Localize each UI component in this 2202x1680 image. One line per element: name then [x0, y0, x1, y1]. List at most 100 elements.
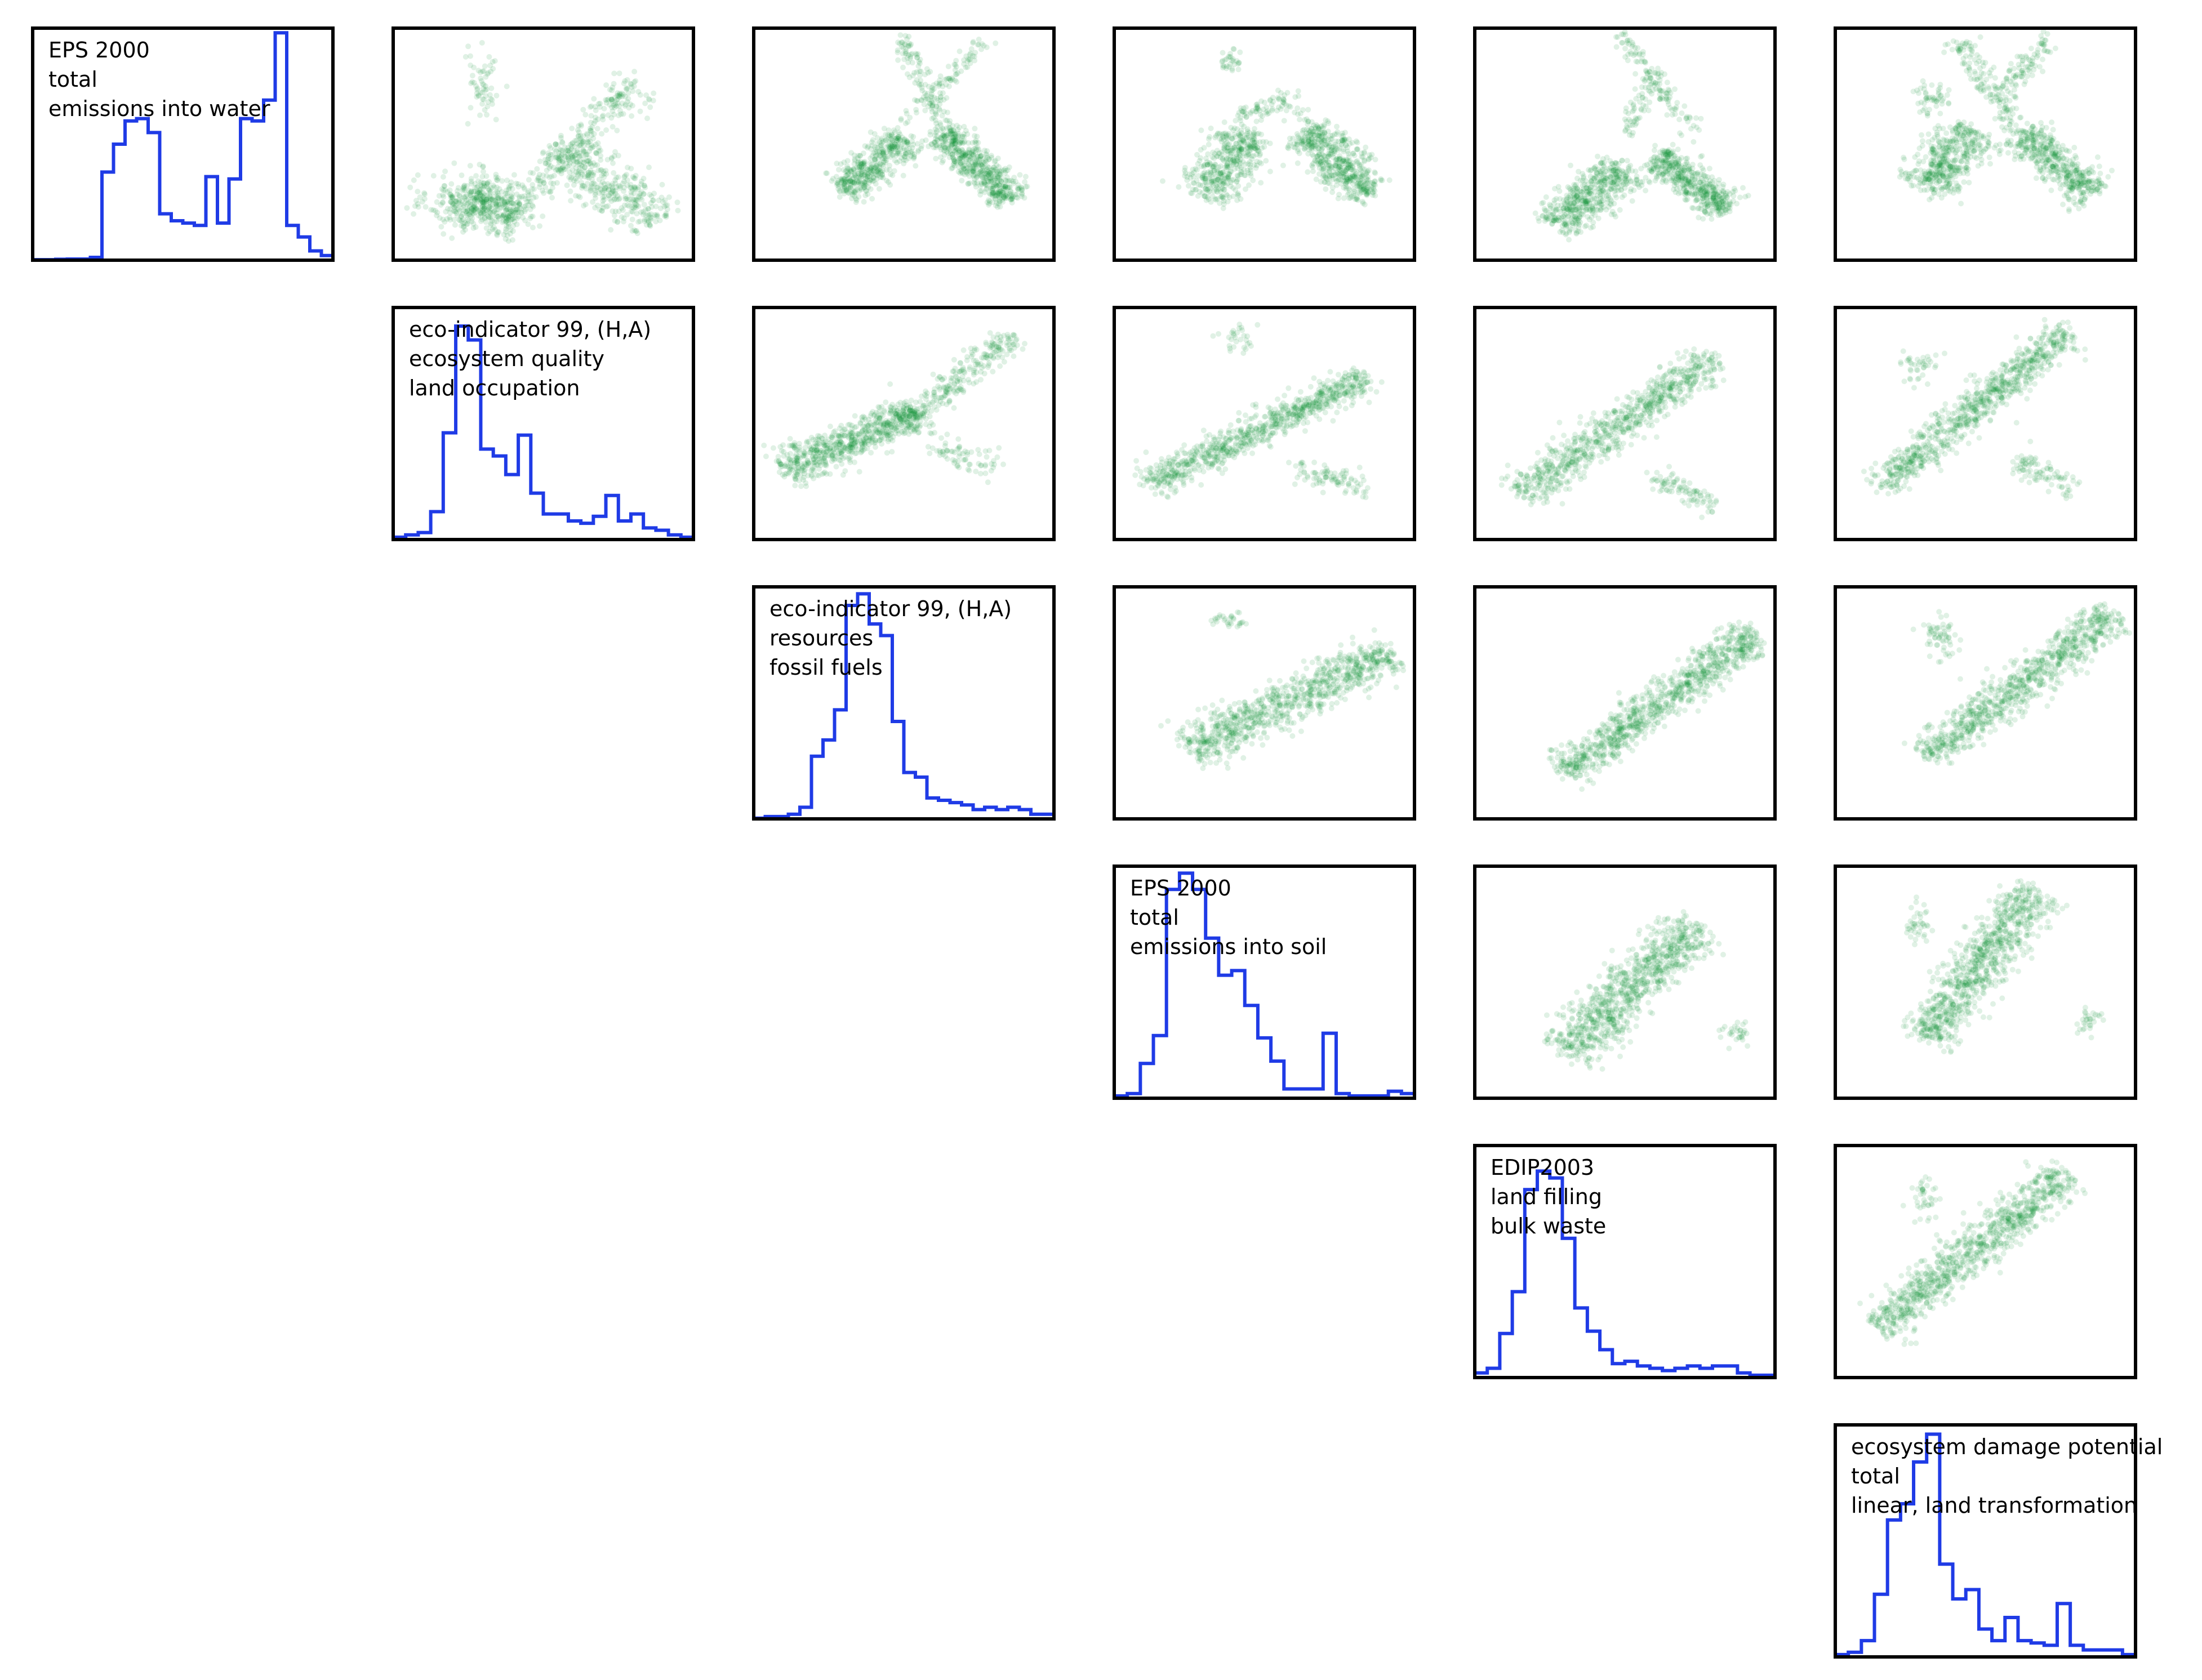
scatter-point [1007, 178, 1013, 184]
scatter-point [513, 180, 519, 186]
scatter-point [509, 186, 515, 192]
scatter-point [993, 40, 999, 46]
scatter-point [526, 195, 532, 202]
scatter-point [553, 148, 559, 154]
scatter-point [1310, 153, 1316, 159]
scatter-point [477, 191, 483, 198]
scatter-point [938, 81, 945, 87]
scatter-point [468, 189, 474, 195]
scatter-point [1643, 175, 1649, 181]
scatter-point [823, 170, 829, 176]
scatter-point [495, 177, 501, 184]
scatter-point [959, 177, 965, 184]
scatter-point [1319, 166, 1325, 172]
scatter-point [490, 59, 496, 65]
scatter-point [1664, 112, 1670, 118]
scatter-point [508, 193, 514, 199]
scatter-point [510, 210, 517, 216]
scatter-point [491, 208, 497, 215]
scatter-point [646, 97, 652, 103]
scatter-point [514, 207, 521, 213]
scatter-point [434, 210, 441, 216]
scatter-point [466, 211, 472, 217]
scatter-point [1325, 180, 1331, 186]
scatter-point [477, 162, 483, 168]
scatter-point [603, 82, 610, 88]
scatter-point [927, 69, 933, 75]
scatter-point [486, 179, 492, 185]
scatter-point [995, 155, 1001, 162]
scatter-point [1009, 191, 1015, 198]
scatter-point [490, 210, 496, 216]
scatter-panel-0-1 [392, 26, 695, 262]
scatter-point [1354, 194, 1360, 200]
scatter-point [1654, 158, 1660, 164]
scatter-point [1270, 95, 1276, 101]
scatter-point [844, 158, 851, 164]
scatter-point [515, 184, 522, 190]
scatter-point [1619, 194, 1625, 200]
scatter-point [1248, 146, 1254, 152]
scatter-point [1354, 140, 1360, 146]
scatter-point [465, 43, 471, 50]
scatter-point [1660, 151, 1666, 158]
scatter-point [481, 198, 487, 204]
scatter-point [478, 218, 484, 224]
scatter-point [902, 121, 909, 127]
scatter-point [880, 163, 887, 169]
scatter-point [1344, 166, 1350, 172]
scatter-point [1017, 172, 1023, 178]
scatter-point [496, 216, 502, 222]
scatter-point [663, 202, 669, 208]
scatter-point [1236, 148, 1242, 154]
scatter-point [918, 68, 924, 74]
scatter-point [412, 203, 418, 209]
scatter-point [465, 121, 471, 127]
scatter-point [1227, 179, 1234, 185]
scatter-point [865, 171, 871, 177]
scatter-point [440, 192, 446, 198]
scatter-point [521, 184, 527, 190]
scatter-point [637, 92, 643, 98]
scatter-point [1280, 97, 1287, 103]
scatter-point [479, 193, 485, 199]
scatter-point [508, 179, 514, 185]
scatter-point [490, 202, 496, 208]
scatter-point [507, 206, 513, 212]
scatter-point [971, 145, 977, 151]
scatter-point [1238, 164, 1244, 171]
scatter-point [1287, 135, 1293, 141]
scatter-point [444, 189, 451, 195]
scatter-point [482, 210, 488, 216]
scatter-point [1538, 200, 1545, 207]
scatter-point [448, 181, 455, 187]
scatter-point [1003, 190, 1009, 197]
scatter-point [501, 212, 506, 219]
scatter-point [483, 219, 489, 225]
scatter-point [873, 181, 879, 187]
scatter-point [504, 177, 510, 184]
scatter-point [1678, 155, 1684, 161]
scatter-point [580, 106, 586, 113]
scatter-point [944, 95, 950, 101]
scatter-point [503, 207, 509, 213]
scatter-point [1230, 46, 1236, 52]
scatter-point [450, 203, 456, 209]
scatter-point [943, 139, 949, 145]
scatter-point [1319, 146, 1325, 152]
scatter-point [536, 177, 542, 184]
scatter-point [1692, 182, 1698, 189]
scatter-point [495, 213, 501, 220]
scatter-point [958, 68, 964, 74]
scatter-point [900, 64, 906, 70]
scatter-point [430, 173, 437, 179]
scatter-point [1619, 39, 1625, 46]
scatter-point [449, 235, 455, 241]
scatter-point [1613, 44, 1620, 50]
scatter-point [647, 191, 653, 198]
scatter-point [448, 199, 453, 205]
scatter-point [593, 195, 598, 201]
scatter-point [628, 222, 634, 229]
scatter-point [1201, 164, 1207, 170]
scatter-point [1717, 210, 1723, 216]
